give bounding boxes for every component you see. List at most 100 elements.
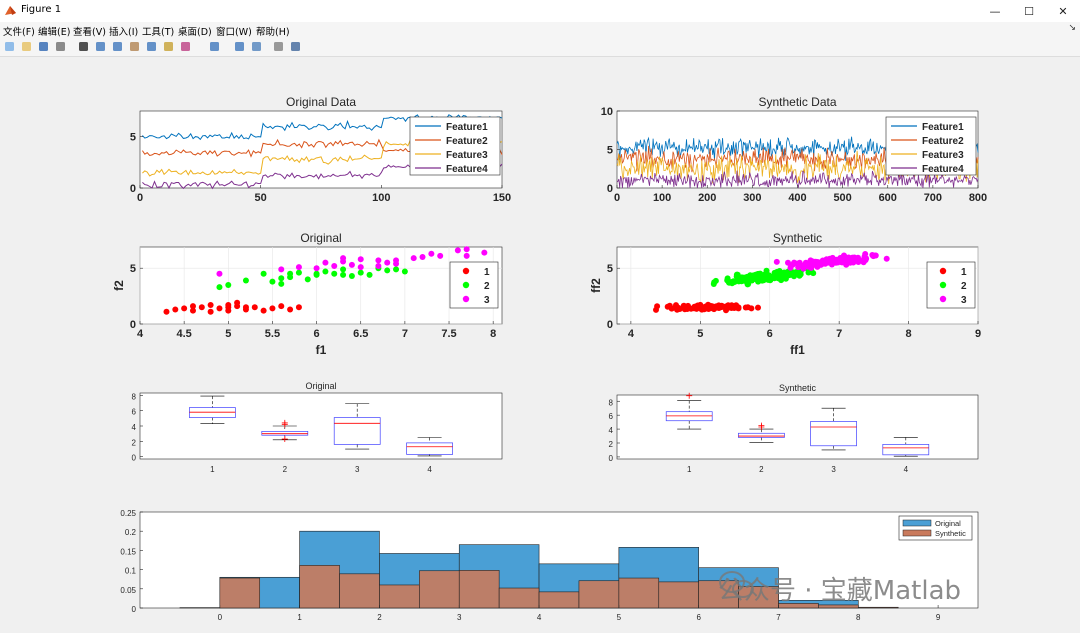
menu-window[interactable]: 窗口(W) [216, 27, 252, 38]
original-scatter-point-1-12 [251, 304, 258, 311]
synthetic-scatter-point-2-135 [771, 269, 778, 276]
data-tip-icon[interactable] [162, 40, 175, 53]
legend-icon[interactable] [250, 40, 263, 53]
maximize-button[interactable]: ☐ [1024, 4, 1034, 18]
original-scatter-point-3-20 [340, 255, 347, 262]
menu-desktop[interactable]: 桌面(D) [178, 27, 212, 38]
original-scatter-point-3-12 [410, 255, 417, 262]
original-scatter-point-3-0 [216, 270, 223, 277]
original-scatter-point-2-0 [216, 284, 223, 291]
original-scatter-point-1-5 [207, 302, 214, 309]
zoom-in-icon[interactable] [94, 40, 107, 53]
minimize-button[interactable]: — [989, 4, 1001, 18]
synthetic-scatter-point-1-102 [735, 305, 742, 312]
original-scatter-point-2-15 [366, 271, 373, 278]
link-icon[interactable] [208, 40, 221, 53]
original-scatter-point-2-10 [322, 268, 329, 275]
synthetic-scatter-point-3-127 [812, 259, 819, 266]
dock-arrow-icon[interactable]: ↘ [1068, 23, 1076, 33]
menu-file[interactable]: 文件(F) [3, 27, 35, 38]
hide-tools-icon[interactable] [272, 40, 285, 53]
synthetic-scatter-point-1-109 [723, 304, 730, 311]
original-scatter-point-2-23 [340, 271, 347, 278]
original-scatter-point-3-23 [375, 262, 382, 269]
synthetic-box-ytick-label-1: 2 [609, 440, 614, 449]
synthetic-scatter-point-2-120 [733, 271, 740, 278]
original-scatter-point-1-1 [172, 306, 179, 313]
original-scatter-point-3-13 [419, 254, 426, 261]
synthetic-scatter-legend-label-2: 3 [961, 295, 967, 306]
original-scatter-point-1-16 [287, 306, 294, 313]
menu-edit[interactable]: 编辑(E) [38, 27, 71, 38]
original-scatter-legend-label-1: 2 [484, 281, 490, 292]
original-scatter-point-2-1 [225, 281, 232, 288]
original-scatter-point-2-19 [401, 268, 408, 275]
synthetic-box-ytick-label-3: 6 [609, 412, 614, 421]
histogram-bar-synthetic-0 [219, 577, 261, 609]
histogram-bar-synthetic-3 [379, 584, 420, 609]
pointer-icon[interactable] [77, 40, 90, 53]
original-scatter-point-3-5 [331, 262, 338, 269]
open-icon[interactable] [20, 40, 33, 53]
original-scatter-point-2-17 [384, 267, 391, 274]
dock-icon[interactable] [289, 40, 302, 53]
synthetic-scatter-point-3-51 [773, 258, 780, 265]
histogram-bar-synthetic-9 [618, 577, 660, 609]
synthetic-scatter-ytick-label-0: 0 [607, 319, 613, 331]
zoom-out-icon[interactable] [111, 40, 124, 53]
original-scatter-point-2-8 [304, 276, 311, 283]
original-scatter-point-1-0 [163, 308, 170, 315]
menu-help[interactable]: 帮助(H) [256, 27, 290, 38]
colorbar-icon[interactable] [233, 40, 246, 53]
synthetic-box-axes [616, 394, 979, 460]
original-scatter-point-2-4 [269, 278, 276, 285]
original-scatter-point-1-6 [216, 305, 223, 312]
original-scatter-point-1-18 [207, 308, 214, 315]
rotate-icon[interactable] [145, 40, 158, 53]
synthetic-data-ytick-label-0: 0 [607, 183, 613, 195]
synthetic-scatter-point-1-77 [681, 306, 688, 313]
original-scatter-point-2-2 [242, 277, 249, 284]
close-button[interactable]: ✕ [1058, 4, 1068, 18]
synthetic-scatter-point-1-101 [668, 305, 675, 312]
synthetic-box-ytick-label-4: 8 [609, 398, 614, 407]
histogram-xtick-label-6: 6 [696, 613, 701, 622]
synthetic-data-xtick-label-3: 300 [743, 192, 761, 204]
brush-icon[interactable] [179, 40, 192, 53]
synthetic-data-xtick-label-7: 700 [924, 192, 942, 204]
menu-tools[interactable]: 工具(T) [142, 27, 175, 38]
menu-insert[interactable]: 插入(I) [109, 27, 139, 38]
synthetic-data-xtick-label-0: 0 [614, 192, 620, 204]
original-box-outlier-1-2 [281, 436, 288, 443]
pan-icon[interactable] [128, 40, 141, 53]
original-scatter-point-3-10 [384, 259, 391, 266]
original-box-axes [139, 392, 503, 460]
original-data-legend-label-0: Feature1 [446, 122, 488, 133]
synthetic-scatter-point-3-122 [807, 257, 814, 264]
original-scatter-point-2-3 [260, 270, 267, 277]
synthetic-scatter-title: Synthetic [773, 231, 822, 245]
original-scatter-point-2-21 [313, 270, 320, 277]
original-scatter-point-3-1 [278, 266, 285, 273]
menu-view[interactable]: 查看(V) [73, 27, 106, 38]
original-scatter-point-1-19 [225, 302, 232, 309]
synthetic-box-ytick-label-0: 0 [609, 454, 614, 463]
original-scatter-xtick-label-5: 6.5 [353, 328, 368, 340]
title-bar: Figure 1 — ☐ ✕ [0, 0, 1080, 23]
original-data-title: Original Data [286, 95, 356, 109]
synthetic-scatter-xtick-label-5: 9 [975, 328, 981, 340]
original-scatter-point-3-14 [428, 250, 435, 257]
original-scatter-legend [449, 261, 499, 309]
synthetic-scatter-xtick-label-2: 6 [767, 328, 773, 340]
new-icon[interactable] [3, 40, 16, 53]
original-scatter-point-1-3 [189, 307, 196, 314]
original-box-box-2 [333, 417, 381, 445]
original-scatter-point-1-10 [234, 299, 241, 306]
original-scatter-xlabel: f1 [316, 343, 327, 357]
histogram-ytick-label-1: 0.05 [120, 586, 136, 595]
synthetic-scatter-ytick-label-1: 5 [607, 263, 613, 275]
original-scatter-point-2-7 [295, 269, 302, 276]
histogram-legend-swatch-1 [902, 529, 932, 537]
save-icon[interactable] [37, 40, 50, 53]
print-icon[interactable] [54, 40, 67, 53]
